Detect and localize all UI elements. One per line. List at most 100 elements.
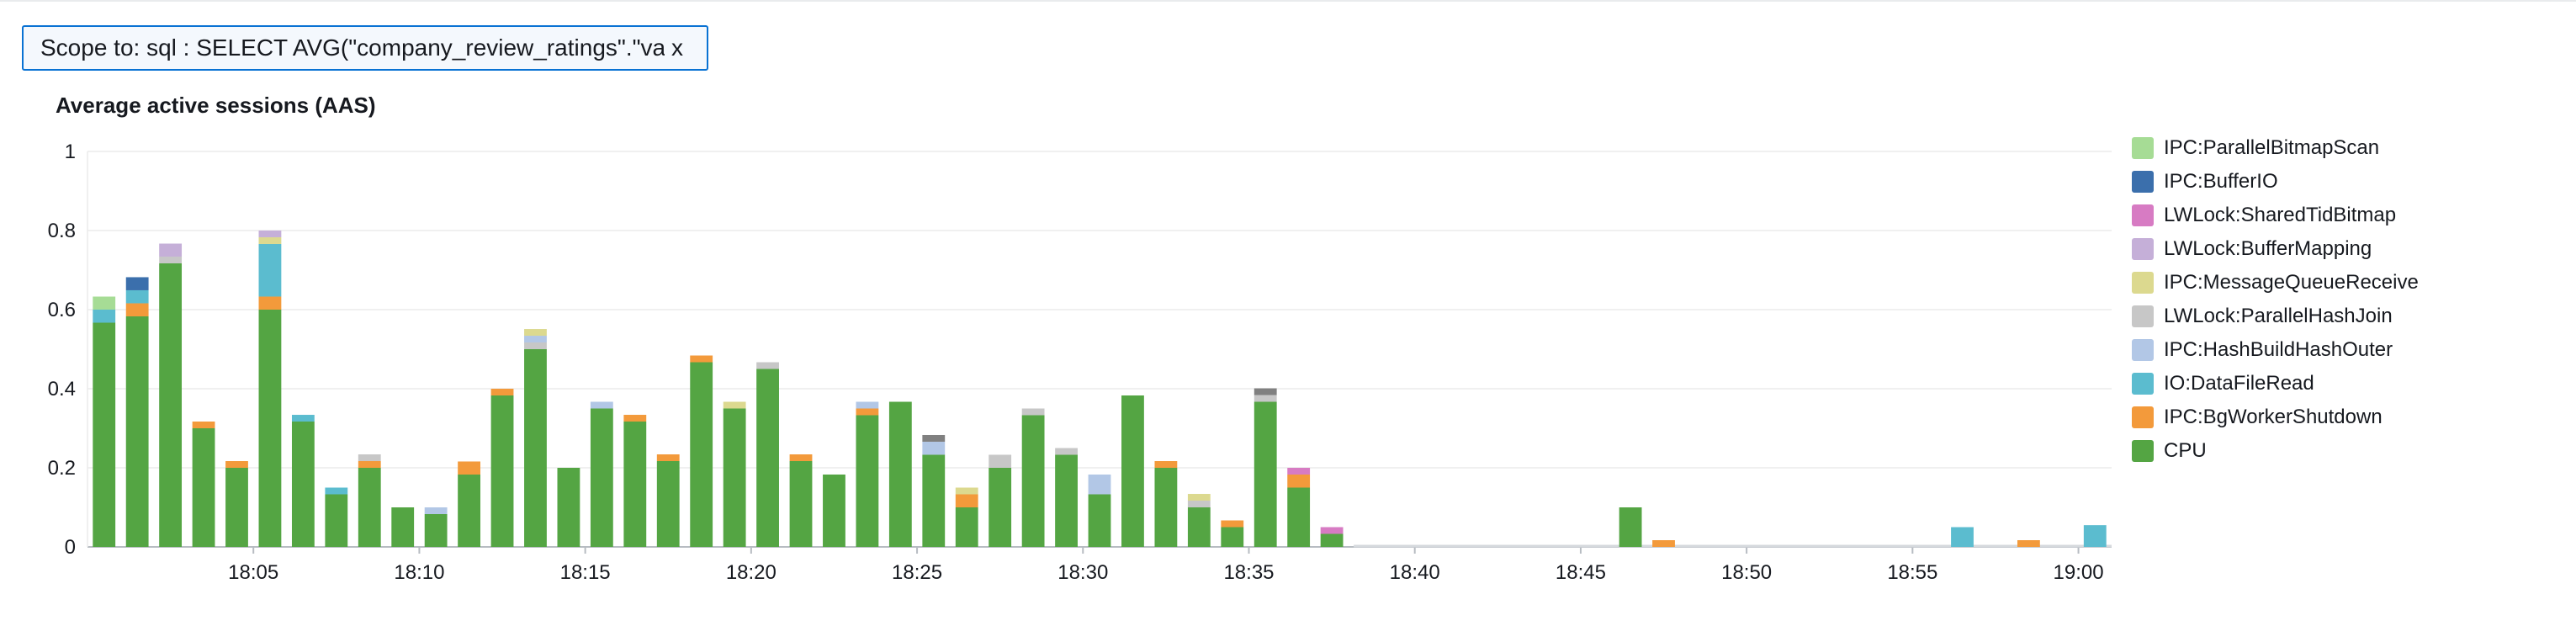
bar-segment-ipc-bgworkershutdown	[192, 422, 215, 428]
legend-item[interactable]: IPC:ParallelBitmapScan	[2132, 131, 2561, 165]
bar-segment-cpu	[1287, 487, 1311, 547]
bar-segment-lwlock-parallelhashjoin	[1055, 448, 1078, 455]
legend-label: IPC:BufferIO	[2164, 170, 2278, 193]
bar-segment-cpu	[159, 263, 183, 547]
bar-segment-cpu	[1619, 507, 1642, 547]
bar-segment-cpu	[125, 316, 149, 547]
bar-segment-lwlock-buffermapping	[159, 243, 183, 257]
legend-item[interactable]: CPU	[2132, 434, 2561, 468]
scope-filter-chip[interactable]: Scope to: sql : SELECT AVG("company_revi…	[22, 25, 708, 71]
bar-segment-ipc-messagequeuereceive	[1187, 494, 1211, 501]
legend-item[interactable]: IPC:BgWorkerShutdown	[2132, 401, 2561, 434]
bar-segment-ipc-bgworkershutdown	[258, 296, 282, 310]
y-tick-label: 0.6	[48, 299, 76, 321]
bar-segment-cpu	[258, 310, 282, 547]
bar-segment-ipc-messagequeuereceive	[723, 401, 746, 409]
legend-item[interactable]: LWLock:SharedTidBitmap	[2132, 199, 2561, 232]
bar-segment-ipc-hashbuildhashouter	[922, 441, 946, 455]
x-tick-label: 18:55	[1887, 561, 1937, 584]
bar-segment-cpu	[1021, 415, 1045, 547]
bar-segment-io-datafileread	[325, 487, 348, 495]
bar-segment-ipc-bufferio	[125, 277, 149, 290]
bar-segment-io-datafileread	[291, 415, 315, 422]
bar-segment-ipc-bgworkershutdown	[2017, 540, 2040, 547]
bar-segment-io-datafileread	[2083, 525, 2107, 547]
legend-item[interactable]: IPC:BufferIO	[2132, 165, 2561, 199]
legend-swatch	[2132, 440, 2154, 462]
x-tick-label: 18:45	[1556, 561, 1606, 584]
bar-segment-cpu	[623, 422, 647, 547]
bar-segment-io-datafileread	[258, 243, 282, 297]
bar-segment-lwlock-parallelhashjoin	[756, 362, 779, 369]
bar-segment-cpu	[490, 395, 514, 547]
x-tick-label: 19:00	[2054, 561, 2104, 584]
x-tick-label: 18:50	[1721, 561, 1772, 584]
bar-segment-ipc-bgworkershutdown	[458, 461, 481, 475]
bar-segment-io-datafileread	[1951, 527, 1974, 547]
y-tick-label: 1	[65, 141, 76, 163]
bar-segment-lwlock-parallelhashjoin	[524, 342, 547, 349]
x-tick-label: 18:10	[394, 561, 444, 584]
x-tick-label: 18:35	[1223, 561, 1274, 584]
bar-segment-ipc-bgworkershutdown	[125, 303, 149, 316]
legend-swatch	[2132, 305, 2154, 327]
bar-segment-cpu	[888, 401, 912, 547]
bar-segment-cpu	[856, 415, 879, 547]
bar-segment-cpu	[424, 513, 448, 547]
bar-segment-ipc-parallelbitmapscan	[93, 296, 116, 310]
scope-filter-close-button[interactable]: x	[671, 34, 683, 61]
bar-segment-cpu	[756, 369, 779, 547]
bar-segment-ipc-bgworkershutdown	[1221, 520, 1244, 528]
bar-segment-lwlock-parallelhashjoin	[989, 454, 1012, 468]
bar-segment-ipc-bgworkershutdown	[1154, 461, 1178, 468]
bar-segment-cpu	[690, 362, 713, 547]
x-tick-label: 18:05	[228, 561, 278, 584]
legend-item[interactable]: LWLock:ParallelHashJoin	[2132, 300, 2561, 333]
bar-segment-dark-gray	[1254, 388, 1277, 395]
bar-segment-ipc-bgworkershutdown	[225, 461, 248, 468]
bar-segment-cpu	[1055, 454, 1078, 547]
legend-item[interactable]: IPC:HashBuildHashOuter	[2132, 333, 2561, 367]
bar-segment-cpu	[1088, 494, 1111, 547]
bar-segment-ipc-hashbuildhashouter	[424, 507, 448, 514]
bar-segment-dark-gray	[922, 434, 946, 442]
bar-segment-cpu	[524, 349, 547, 547]
legend-swatch	[2132, 137, 2154, 159]
bar-segment-ipc-hashbuildhashouter	[590, 401, 613, 409]
legend-swatch	[2132, 406, 2154, 428]
legend-item[interactable]: LWLock:BufferMapping	[2132, 232, 2561, 266]
legend-swatch	[2132, 373, 2154, 395]
legend-label: IPC:HashBuildHashOuter	[2164, 338, 2393, 361]
bar-segment-lwlock-sharedtidbitmap	[1320, 527, 1344, 534]
bar-segment-cpu	[291, 422, 315, 547]
bar-segment-ipc-messagequeuereceive	[955, 487, 978, 495]
legend-swatch	[2132, 238, 2154, 260]
bar-segment-ipc-bgworkershutdown	[789, 454, 813, 462]
bar-segment-cpu	[723, 408, 746, 547]
bar-segment-cpu	[1320, 533, 1344, 547]
legend-label: CPU	[2164, 439, 2207, 462]
bar-segment-lwlock-parallelhashjoin	[159, 257, 183, 264]
legend-label: LWLock:ParallelHashJoin	[2164, 305, 2393, 327]
y-tick-label: 0.2	[48, 457, 76, 480]
bar-segment-ipc-bgworkershutdown	[856, 408, 879, 416]
bar-segment-cpu	[1154, 468, 1178, 547]
bar-segment-io-datafileread	[125, 289, 149, 304]
bar-segment-ipc-messagequeuereceive	[258, 236, 282, 244]
legend-swatch	[2132, 272, 2154, 294]
bar-segment-cpu	[823, 474, 845, 547]
bar-segment-cpu	[1254, 401, 1277, 547]
scope-filter-label: Scope to: sql : SELECT AVG("company_revi…	[40, 34, 665, 61]
bar-segment-cpu	[391, 507, 415, 547]
legend-item[interactable]: IO:DataFileRead	[2132, 367, 2561, 401]
bar-segment-ipc-bgworkershutdown	[358, 461, 381, 468]
bar-segment-cpu	[225, 468, 248, 547]
bar-segment-lwlock-parallelhashjoin	[1254, 395, 1277, 402]
bar-segment-cpu	[922, 454, 946, 547]
legend-item[interactable]: IPC:MessageQueueReceive	[2132, 266, 2561, 300]
bar-segment-ipc-bgworkershutdown	[690, 355, 713, 363]
bar-segment-lwlock-buffermapping	[258, 231, 282, 237]
top-divider	[0, 0, 2576, 2]
bar-segment-cpu	[989, 468, 1012, 547]
